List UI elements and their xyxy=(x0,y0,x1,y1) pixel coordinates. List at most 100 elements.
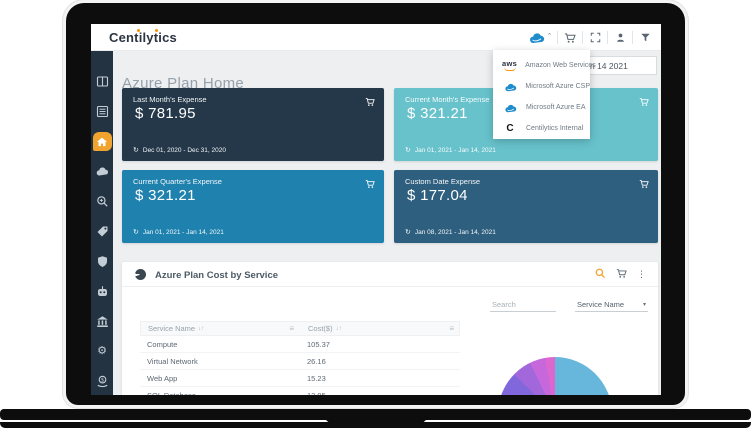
centilytics-logo: Centilytics xyxy=(109,30,177,45)
cart-icon xyxy=(616,268,627,278)
main-content: Azure Plan Home Last Month's Expense $ 7… xyxy=(113,51,661,395)
card-amount: $ 321.21 xyxy=(407,105,468,122)
refresh-icon[interactable]: ↻ xyxy=(133,229,139,236)
cloud-icon xyxy=(96,167,108,176)
service-cost-table: Service Name ↓↑ ≡ Cost($) ↓↑ ≡ xyxy=(140,321,460,395)
menu-item-label: Centilytics Internal xyxy=(526,125,584,132)
fullscreen-button[interactable] xyxy=(583,24,607,51)
divider xyxy=(582,31,583,44)
menu-item-label: Microsoft Azure EA xyxy=(526,104,586,111)
refresh-icon[interactable]: ↻ xyxy=(405,147,411,154)
sidebar-item-bot[interactable] xyxy=(96,285,109,298)
service-name-cell: Compute xyxy=(147,339,178,349)
table-row: Compute 105.37 xyxy=(140,336,460,353)
card-cart-button[interactable] xyxy=(365,94,375,112)
sidebar-item-settings[interactable]: ⚙ xyxy=(96,345,109,358)
search-icon xyxy=(595,268,605,278)
logo-accent-dot xyxy=(137,29,140,32)
card-period-text: Jan 01, 2021 - Jan 14, 2021 xyxy=(414,147,496,154)
gear-icon: ⚙ xyxy=(97,345,107,357)
cart-icon xyxy=(564,32,576,43)
table-row: Virtual Network 26.16 xyxy=(140,353,460,370)
sort-icon[interactable]: ↓↑ xyxy=(198,325,205,332)
app-screen: Centilytics ˆ xyxy=(91,24,661,395)
filter-button[interactable] xyxy=(633,24,657,51)
cart-icon xyxy=(365,180,375,188)
card-title: Last Month's Expense xyxy=(133,95,207,104)
card-period-text: Jan 01, 2021 - Jan 14, 2021 xyxy=(142,229,224,236)
sidebar-item-security[interactable] xyxy=(96,255,109,268)
bank-icon xyxy=(96,316,108,327)
column-header-cost[interactable]: Cost($) ↓↑ ≡ xyxy=(301,322,461,335)
card-last-month-expense: Last Month's Expense $ 781.95 ↻ Dec 01, … xyxy=(122,88,384,161)
cart-icon xyxy=(639,180,649,188)
menu-item-aws[interactable]: aws Amazon Web Services xyxy=(493,55,596,76)
date-range-input[interactable] xyxy=(575,56,657,75)
menu-item-azure-csp[interactable]: Microsoft Azure CSP xyxy=(493,76,590,97)
card-title: Custom Date Expense xyxy=(405,177,481,186)
card-title: Current Quarter's Expense xyxy=(133,177,222,186)
sidebar-item-reports[interactable] xyxy=(96,105,109,118)
kebab-menu-icon[interactable]: ⋮ xyxy=(637,269,646,279)
sidebar-item-billing[interactable]: $ xyxy=(96,375,109,388)
sidebar-item-dashboard[interactable] xyxy=(96,75,109,88)
card-cart-button[interactable] xyxy=(639,176,649,194)
cart-button[interactable] xyxy=(558,24,582,51)
sort-icon[interactable]: ↓↑ xyxy=(335,325,342,332)
pie-chart-icon xyxy=(135,269,146,280)
card-amount: $ 177.04 xyxy=(407,187,468,204)
filter-funnel-icon xyxy=(640,33,650,42)
page-title: Azure Plan Home xyxy=(122,75,245,92)
menu-item-centilytics-internal[interactable]: C Centilytics Internal xyxy=(493,118,590,139)
aws-logo-icon: aws xyxy=(502,59,517,71)
sidebar-item-home-active[interactable] xyxy=(92,132,112,151)
service-name-cell: Virtual Network xyxy=(147,356,198,366)
card-cart-button[interactable] xyxy=(365,176,375,194)
column-menu-icon[interactable]: ≡ xyxy=(449,324,454,333)
logo-accent-dot xyxy=(155,29,158,32)
menu-item-label: Microsoft Azure CSP xyxy=(525,83,590,90)
card-period-text: Dec 01, 2020 - Dec 31, 2020 xyxy=(142,147,226,154)
cost-cell: 26.16 xyxy=(307,356,326,366)
card-current-quarter-expense: Current Quarter's Expense $ 321.21 ↻ Jan… xyxy=(122,170,384,243)
provider-switcher-button[interactable]: ˆ xyxy=(521,24,557,51)
menu-item-label: Amazon Web Services xyxy=(525,62,596,69)
user-account-button[interactable] xyxy=(608,24,632,51)
panel-cart-button[interactable] xyxy=(616,266,627,284)
refresh-icon[interactable]: ↻ xyxy=(133,147,139,154)
report-list-icon xyxy=(96,105,108,118)
service-name-cell: SQL Database xyxy=(147,390,196,396)
column-label: Service Name xyxy=(148,324,196,333)
card-amount: $ 321.21 xyxy=(135,187,196,204)
column-menu-icon[interactable]: ≡ xyxy=(289,324,294,333)
sidebar-item-cloud-insights[interactable] xyxy=(96,165,109,178)
table-search-input[interactable] xyxy=(490,298,556,312)
sidebar-item-tagging[interactable] xyxy=(96,225,109,238)
cost-donut-chart[interactable] xyxy=(498,357,612,395)
service-name-select[interactable]: Service Name ▾ xyxy=(575,298,648,312)
dashboard-icon xyxy=(96,76,108,87)
cost-by-service-panel: Azure Plan Cost by Service xyxy=(122,262,658,395)
money-icon: $ xyxy=(96,375,108,388)
column-header-service-name[interactable]: Service Name ↓↑ ≡ xyxy=(141,322,301,335)
chevron-up-icon: ˆ xyxy=(548,32,551,42)
card-period: ↻ Jan 08, 2021 - Jan 14, 2021 xyxy=(405,229,496,236)
sidebar-item-audit[interactable] xyxy=(96,195,109,208)
column-label: Cost($) xyxy=(308,324,333,333)
navbar-actions: ˆ xyxy=(521,24,657,51)
divider xyxy=(557,31,558,44)
cost-cell: 15.23 xyxy=(307,373,326,383)
robot-icon xyxy=(97,286,107,296)
menu-item-azure-ea[interactable]: Microsoft Azure EA xyxy=(493,97,590,118)
card-period: ↻ Dec 01, 2020 - Dec 31, 2020 xyxy=(133,147,226,154)
sidebar-item-governance[interactable] xyxy=(96,315,109,328)
panel-search-button[interactable] xyxy=(595,266,606,284)
card-cart-button[interactable] xyxy=(639,94,649,112)
panel-title: Azure Plan Cost by Service xyxy=(155,270,279,281)
table-row: SQL Database 12.95 xyxy=(140,387,460,395)
expand-icon xyxy=(590,32,600,43)
refresh-icon[interactable]: ↻ xyxy=(405,229,411,236)
cost-cell: 12.95 xyxy=(307,390,326,396)
card-custom-date-expense: Custom Date Expense $ 177.04 ↻ Jan 08, 2… xyxy=(394,170,658,243)
service-name-cell: Web App xyxy=(147,373,178,383)
